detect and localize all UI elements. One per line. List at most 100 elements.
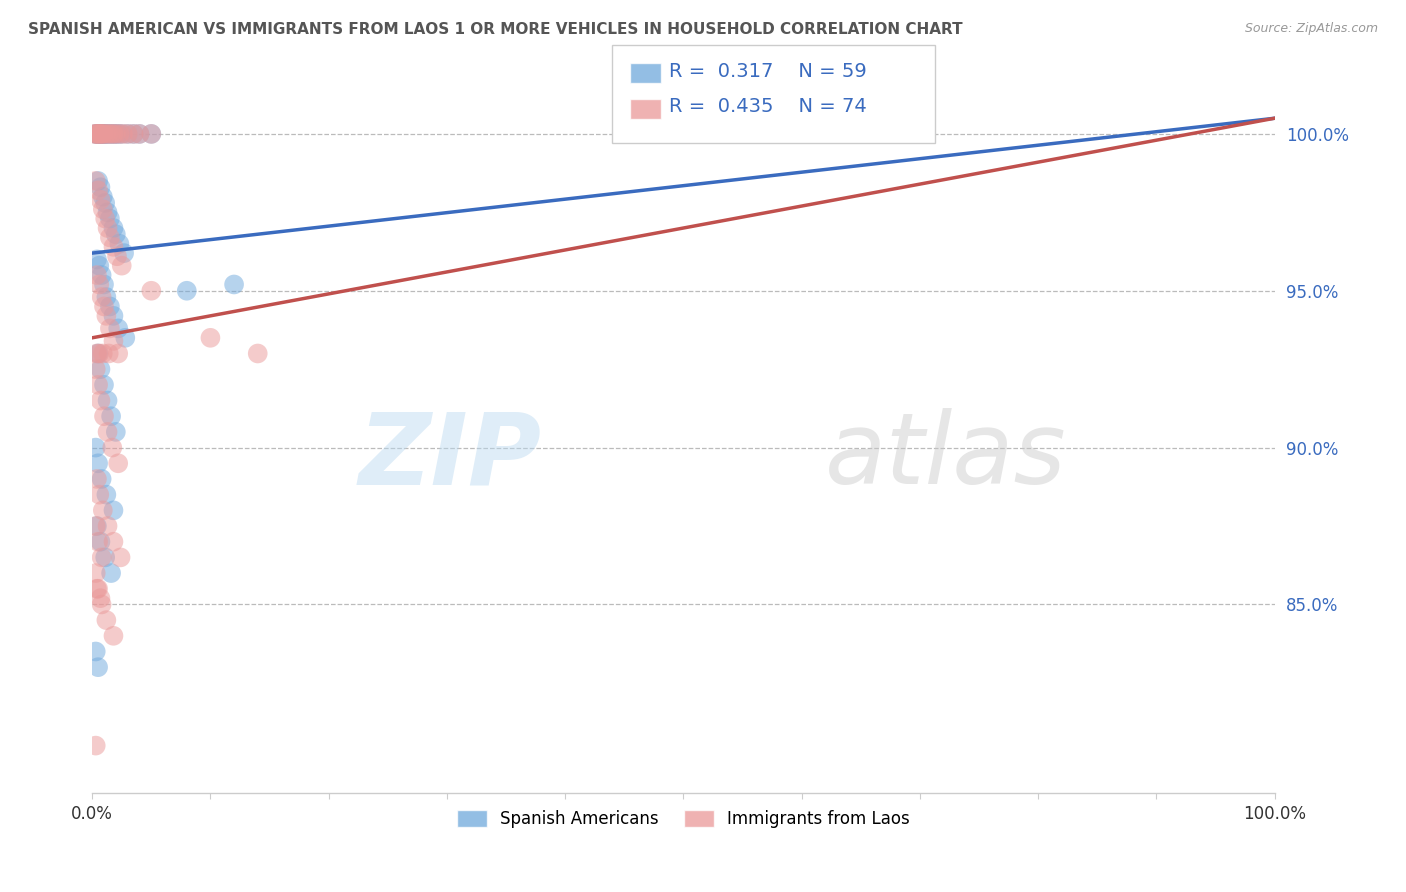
Point xyxy=(89,180,111,194)
Point xyxy=(100,127,122,141)
Y-axis label: 1 or more Vehicles in Household: 1 or more Vehicles in Household xyxy=(0,323,7,547)
Point xyxy=(93,277,115,292)
Point xyxy=(100,409,122,424)
Point xyxy=(86,252,108,267)
Point xyxy=(111,127,134,141)
Point xyxy=(107,321,129,335)
Point xyxy=(98,321,121,335)
Point xyxy=(246,346,269,360)
Point xyxy=(89,534,111,549)
Point xyxy=(89,362,111,376)
Point xyxy=(108,127,131,141)
Point xyxy=(93,300,115,314)
Point xyxy=(128,127,150,141)
Point xyxy=(141,127,163,141)
Point xyxy=(93,127,115,141)
Point xyxy=(104,227,127,242)
Text: R =  0.435    N = 74: R = 0.435 N = 74 xyxy=(669,97,868,116)
Point xyxy=(97,127,120,141)
Point xyxy=(141,284,163,298)
Point xyxy=(100,127,122,141)
Point xyxy=(96,127,118,141)
Point xyxy=(104,127,127,141)
Point xyxy=(94,211,117,226)
Point xyxy=(122,127,145,141)
Point xyxy=(93,409,115,424)
Point xyxy=(107,127,129,141)
Text: Source: ZipAtlas.com: Source: ZipAtlas.com xyxy=(1244,22,1378,36)
Point xyxy=(91,189,114,203)
Point xyxy=(117,127,139,141)
Text: SPANISH AMERICAN VS IMMIGRANTS FROM LAOS 1 OR MORE VEHICLES IN HOUSEHOLD CORRELA: SPANISH AMERICAN VS IMMIGRANTS FROM LAOS… xyxy=(28,22,963,37)
Point xyxy=(107,456,129,470)
Point xyxy=(128,127,150,141)
Point xyxy=(222,277,245,292)
Point xyxy=(98,211,121,226)
Point xyxy=(89,127,111,141)
Point xyxy=(90,127,112,141)
Point xyxy=(84,127,107,141)
Point xyxy=(114,331,136,345)
Point xyxy=(90,472,112,486)
Point xyxy=(87,660,110,674)
Point xyxy=(108,236,131,251)
Point xyxy=(91,202,114,217)
Point xyxy=(112,246,135,260)
Point xyxy=(87,377,110,392)
Point xyxy=(86,582,108,596)
Point xyxy=(89,591,111,606)
Point xyxy=(89,393,111,408)
Point xyxy=(98,300,121,314)
Point xyxy=(96,519,118,533)
Point xyxy=(84,127,107,141)
Point xyxy=(104,127,127,141)
Point xyxy=(86,346,108,360)
Point xyxy=(97,127,120,141)
Point xyxy=(141,127,163,141)
Point xyxy=(96,309,118,323)
Point xyxy=(103,221,125,235)
Point xyxy=(87,346,110,360)
Text: R =  0.317    N = 59: R = 0.317 N = 59 xyxy=(669,62,868,80)
Point xyxy=(87,534,110,549)
Point xyxy=(96,205,118,219)
Legend: Spanish Americans, Immigrants from Laos: Spanish Americans, Immigrants from Laos xyxy=(450,803,917,834)
Point xyxy=(87,582,110,596)
Point xyxy=(96,127,118,141)
Point xyxy=(91,127,114,141)
Point xyxy=(87,174,110,188)
Point xyxy=(97,346,120,360)
Point xyxy=(89,127,111,141)
Point xyxy=(117,127,139,141)
Point xyxy=(98,230,121,244)
Point xyxy=(83,127,105,141)
Point xyxy=(103,334,125,348)
Text: atlas: atlas xyxy=(825,408,1067,505)
Point xyxy=(87,456,110,470)
Point xyxy=(103,240,125,254)
Point xyxy=(91,503,114,517)
Point xyxy=(84,644,107,658)
Point xyxy=(103,503,125,517)
Point xyxy=(86,127,108,141)
Point xyxy=(100,566,122,580)
Point xyxy=(94,127,117,141)
Point xyxy=(86,127,108,141)
Point xyxy=(93,377,115,392)
Point xyxy=(91,346,114,360)
Point xyxy=(105,249,128,263)
Point xyxy=(96,425,118,439)
Point xyxy=(104,425,127,439)
Point xyxy=(91,127,114,141)
Point xyxy=(84,441,107,455)
Point xyxy=(96,488,118,502)
Point xyxy=(111,127,134,141)
Point xyxy=(84,519,107,533)
Point xyxy=(94,550,117,565)
Point xyxy=(96,290,118,304)
Text: ZIP: ZIP xyxy=(359,408,541,505)
Point xyxy=(90,598,112,612)
Point xyxy=(94,195,117,210)
Point xyxy=(103,534,125,549)
Point xyxy=(87,183,110,197)
